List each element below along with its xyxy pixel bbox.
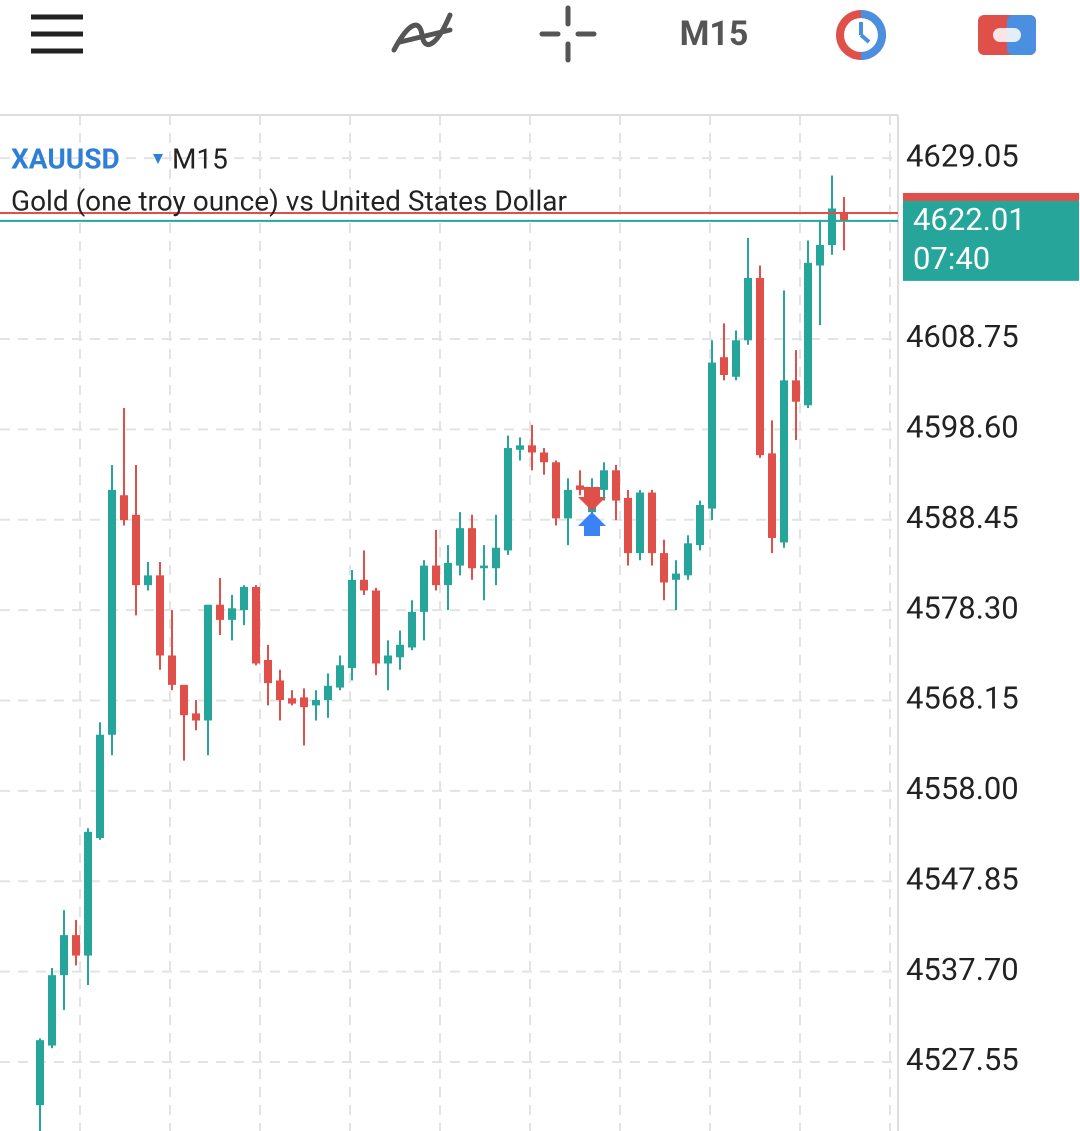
candle-body	[72, 935, 80, 956]
candle-body	[420, 565, 428, 612]
candle-body	[816, 245, 824, 266]
candle-body	[204, 604, 212, 721]
timeframe-button[interactable]: M15	[680, 14, 749, 54]
candle-body	[600, 470, 608, 490]
symbol-dropdown[interactable]	[153, 154, 163, 164]
candle-body	[408, 611, 416, 648]
candle-body	[264, 659, 272, 684]
candle-body	[156, 575, 164, 656]
candle-body	[540, 452, 548, 463]
candle-body	[744, 277, 752, 341]
trade-button[interactable]	[978, 15, 1036, 55]
y-tick-label: 4578.30	[906, 589, 1019, 626]
clock-button[interactable]	[836, 10, 886, 60]
candle-body	[288, 698, 296, 704]
candle-body	[360, 579, 368, 591]
y-tick-label: 4608.75	[906, 318, 1019, 355]
candle-body	[804, 262, 812, 406]
candle-body	[444, 562, 452, 586]
candle-body	[792, 380, 800, 402]
candle-body	[324, 685, 332, 701]
candle-body	[216, 604, 224, 620]
candle-body	[480, 565, 488, 569]
y-tick-label: 4629.05	[906, 137, 1019, 174]
candle-body	[252, 586, 260, 664]
y-tick-label: 4527.55	[906, 1041, 1019, 1078]
candle-body	[720, 357, 728, 376]
candle-body	[300, 697, 308, 708]
candle-body	[684, 543, 692, 576]
y-tick-label: 4547.85	[906, 860, 1019, 897]
candle-body	[660, 553, 668, 583]
candle-body	[312, 700, 320, 706]
candle-body	[228, 608, 236, 620]
candle-body	[732, 340, 740, 377]
candle-body	[108, 489, 116, 735]
candle-body	[276, 680, 284, 701]
candle-body	[828, 208, 836, 246]
candle-body	[240, 586, 248, 611]
candle-body	[624, 497, 632, 554]
candle-body	[456, 528, 464, 566]
candle-body	[576, 485, 584, 490]
candle-body	[564, 489, 572, 519]
y-tick-label: 4598.60	[906, 409, 1019, 446]
candle-body	[528, 445, 536, 453]
candle-body	[768, 453, 776, 538]
candle-body	[516, 445, 524, 450]
candle-body	[648, 492, 656, 554]
chart-title: Gold (one troy ounce) vs United States D…	[11, 184, 568, 217]
symbol[interactable]: XAUUSD	[11, 142, 120, 175]
candle-body	[348, 579, 356, 668]
candle-body	[432, 565, 440, 586]
y-tick-label: 4568.15	[906, 680, 1019, 717]
current-price: 4622.01	[913, 201, 1026, 238]
indicators-button[interactable]	[391, 12, 453, 53]
candle-body	[612, 470, 620, 501]
overlay	[0, 211, 898, 222]
candle-body	[396, 644, 404, 658]
candle-body	[636, 492, 644, 554]
candle-body	[84, 831, 92, 956]
candle-body	[168, 655, 176, 685]
candle-body	[672, 573, 680, 580]
candle-body	[60, 935, 68, 976]
countdown: 07:40	[913, 240, 990, 277]
candle-body	[120, 495, 128, 521]
candle-body	[132, 514, 140, 586]
candle-body	[96, 734, 104, 839]
menu-button[interactable]	[31, 14, 83, 54]
y-tick-label: 4588.45	[906, 499, 1019, 536]
candle-body	[504, 448, 512, 551]
candles	[36, 175, 848, 1131]
candle-body	[552, 462, 560, 519]
candle-body	[492, 547, 500, 569]
y-tick-label: 4537.70	[906, 951, 1019, 988]
candle-body	[336, 665, 344, 688]
candle-body	[48, 975, 56, 1046]
candle-body	[384, 655, 392, 664]
candle-body	[708, 362, 716, 509]
candle-body	[180, 684, 188, 716]
crosshair-button[interactable]	[539, 5, 597, 63]
chart-timeframe: M15	[172, 142, 228, 175]
candle-body	[192, 713, 200, 721]
candle-body	[840, 212, 848, 221]
candle-body	[372, 590, 380, 664]
candle-body	[144, 575, 152, 586]
candle-body	[696, 505, 704, 546]
candle-body	[468, 528, 476, 569]
candle-body	[780, 380, 788, 543]
price-label-box	[903, 200, 1079, 281]
y-tick-label: 4558.00	[906, 770, 1019, 807]
candle-body	[756, 277, 764, 456]
trade-markers	[578, 487, 606, 536]
candle-body	[36, 1040, 44, 1106]
